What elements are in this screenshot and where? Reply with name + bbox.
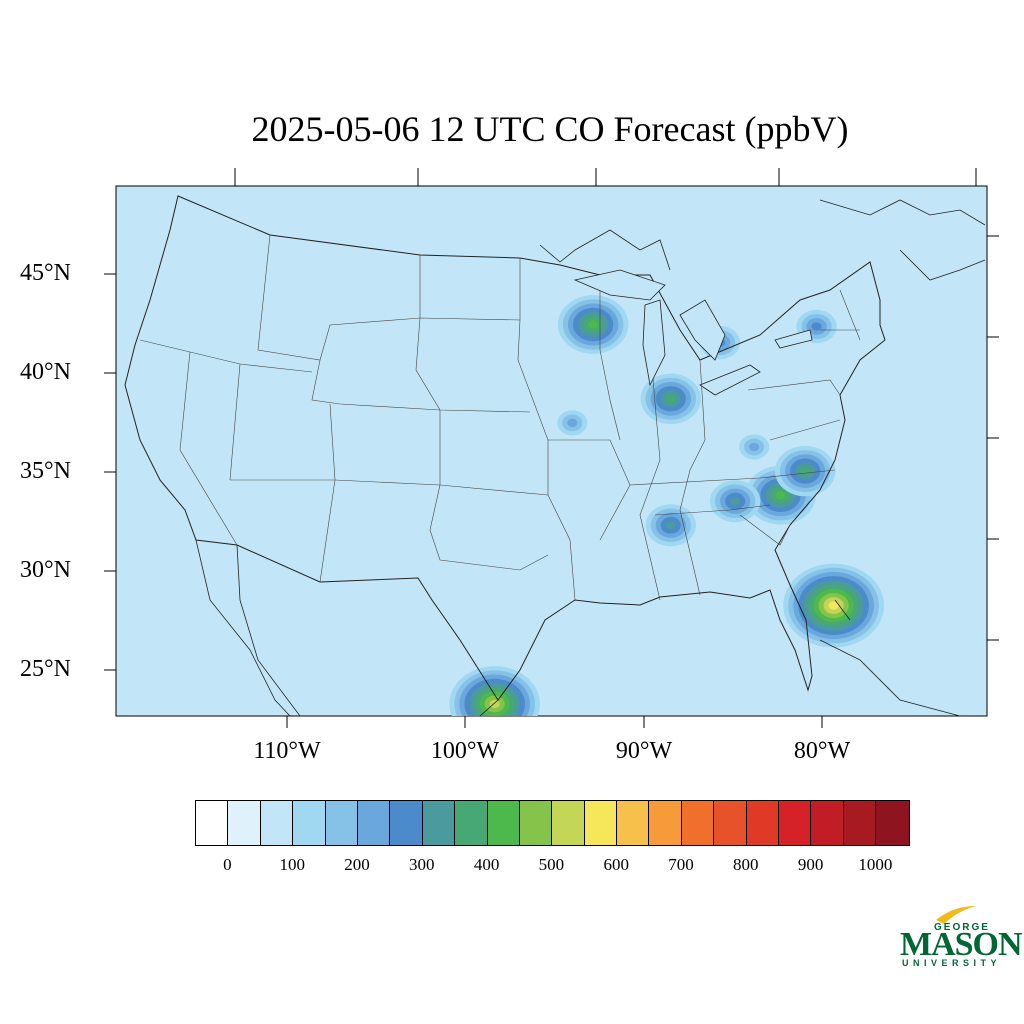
colorbar-swatch [228, 801, 261, 845]
us-outline [124, 195, 886, 701]
concentration-contour [665, 521, 676, 530]
colorbar-swatch [260, 801, 294, 845]
concentration-contour [730, 496, 741, 506]
latitude-label-25n: 25°N [20, 656, 71, 682]
concentration-contour [48, 210, 78, 235]
colorbar-swatch [649, 801, 682, 845]
colorbar-swatch [746, 801, 780, 845]
longitude-label-110w: 110°W [253, 738, 321, 764]
longitude-label-80w: 80°W [793, 738, 851, 764]
colorbar-swatch [843, 801, 877, 845]
colorbar [195, 800, 910, 846]
colorbar-swatch [357, 801, 391, 845]
colorbar-swatch [325, 801, 358, 845]
concentration-contour [53, 214, 73, 231]
colorbar-tick-label: 1000 [858, 855, 893, 874]
colorbar-swatch [422, 801, 456, 845]
logo-george-text: GEORGE [934, 922, 990, 933]
colorbar-swatch [519, 801, 553, 845]
colorbar-swatch [487, 801, 520, 845]
canada-coast [539, 199, 986, 281]
colorbar-swatch [455, 801, 488, 845]
colorbar-swatch [390, 801, 423, 845]
colorbar-swatch [876, 801, 909, 845]
colorbar-tick-label: 900 [797, 855, 824, 874]
concentration-contour [588, 320, 599, 329]
concentration-contour [811, 322, 822, 331]
concentration-contour [567, 418, 578, 428]
colorbar-swatch [681, 801, 715, 845]
colorbar-swatch [552, 801, 585, 845]
colorbar-swatch [779, 801, 812, 845]
state-borders [139, 234, 861, 601]
colorbar-swatch [584, 801, 618, 845]
colorbar-tick-label: 700 [668, 855, 694, 874]
logo-mason-text: MASON [900, 926, 1023, 963]
colorbar-tick-label: 100 [279, 855, 305, 874]
land-borders [124, 195, 986, 716]
colorbar-tick-label: 600 [603, 855, 629, 874]
latitude-label-35n: 35°N [20, 458, 71, 484]
longitude-label-100w: 100°W [430, 738, 500, 764]
colorbar-swatch [714, 801, 747, 845]
concentration-contour [775, 490, 786, 500]
colorbar-swatch [811, 801, 844, 845]
mexico-coast [195, 539, 961, 716]
concentration-contour [800, 466, 811, 476]
colorbar-swatch [617, 801, 650, 845]
concentration-contour [58, 218, 68, 226]
colorbar-tick-label: 500 [538, 855, 565, 874]
co-concentration-field [48, 210, 885, 716]
concentration-contour [665, 394, 676, 404]
concentration-contour [828, 601, 839, 610]
latitude-label-45n: 45°N [20, 260, 71, 286]
gmu-logo-icon [936, 906, 976, 924]
colorbar-swatch [293, 801, 326, 845]
latitude-label-40n: 40°N [20, 359, 71, 385]
colorbar-tick-label: 400 [473, 855, 500, 874]
colorbar-swatch [196, 801, 229, 845]
longitude-label-90w: 90°W [615, 738, 673, 764]
colorbar-tick-label: 300 [409, 855, 435, 874]
latitude-label-30n: 30°N [20, 557, 71, 583]
logo-university-text: UNIVERSITY [902, 958, 1002, 968]
concentration-contour [489, 699, 500, 709]
colorbar-tick-label: 200 [344, 855, 370, 874]
axis-ticks [104, 168, 999, 728]
colorbar-tick-label: 800 [733, 855, 759, 874]
map-title: 2025-05-06 12 UTC CO Forecast (ppbV) [251, 109, 849, 149]
great-lakes [573, 269, 813, 396]
concentration-contour [749, 442, 760, 452]
logo-flame-icon [936, 906, 976, 924]
colorbar-tick-label: 0 [223, 855, 232, 874]
